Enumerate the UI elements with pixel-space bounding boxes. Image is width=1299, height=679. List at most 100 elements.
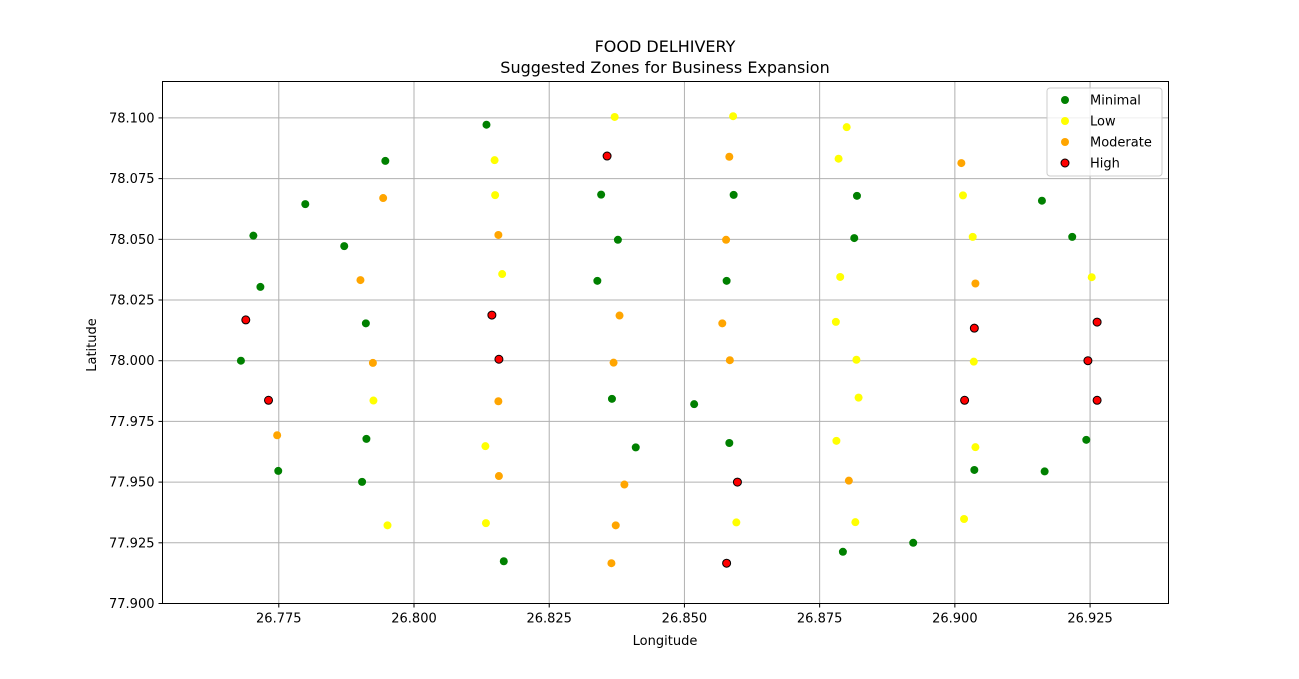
plot-frame bbox=[162, 81, 1169, 604]
point-low bbox=[960, 515, 969, 524]
point-minimal bbox=[970, 465, 979, 474]
point-minimal bbox=[729, 190, 738, 199]
point-minimal bbox=[690, 400, 699, 409]
point-minimal bbox=[249, 231, 258, 240]
point-low bbox=[842, 123, 851, 132]
point-low bbox=[610, 112, 619, 121]
y-axis-label: Latitude bbox=[85, 318, 100, 372]
point-moderate bbox=[607, 559, 616, 568]
point-minimal bbox=[1037, 196, 1046, 205]
point-moderate bbox=[273, 431, 282, 440]
point-moderate bbox=[971, 279, 980, 288]
point-low bbox=[958, 191, 967, 200]
x-tick-label: 26.900 bbox=[932, 612, 978, 627]
point-low bbox=[851, 518, 860, 527]
point-low bbox=[383, 521, 392, 530]
x-tick-label: 26.925 bbox=[1067, 612, 1113, 627]
point-minimal bbox=[909, 538, 918, 547]
point-low bbox=[732, 518, 741, 527]
point-minimal bbox=[301, 200, 310, 209]
point-low bbox=[832, 436, 841, 445]
point-high bbox=[1092, 317, 1102, 327]
point-minimal bbox=[482, 120, 491, 129]
grid-lines bbox=[162, 81, 1169, 604]
point-moderate bbox=[379, 194, 388, 203]
point-moderate bbox=[356, 276, 365, 285]
point-low bbox=[969, 357, 978, 366]
point-minimal bbox=[256, 282, 265, 291]
y-tick-label: 77.925 bbox=[109, 536, 155, 551]
point-minimal bbox=[593, 276, 602, 285]
point-high bbox=[602, 151, 612, 161]
y-tick-label: 78.100 bbox=[109, 111, 155, 126]
point-minimal bbox=[838, 547, 847, 556]
point-high bbox=[969, 323, 979, 333]
y-tick-label: 77.975 bbox=[109, 415, 155, 430]
chart-title: FOOD DELHIVERY bbox=[595, 37, 736, 56]
point-moderate bbox=[725, 356, 734, 365]
y-tick-label: 78.025 bbox=[109, 294, 155, 309]
point-minimal bbox=[361, 319, 370, 328]
legend-marker-minimal bbox=[1061, 96, 1069, 104]
x-tick-label: 26.800 bbox=[391, 612, 437, 627]
x-axis-label: Longitude bbox=[633, 634, 698, 649]
point-low bbox=[729, 112, 738, 121]
point-high bbox=[264, 395, 274, 405]
point-moderate bbox=[718, 319, 727, 328]
point-moderate bbox=[615, 311, 624, 320]
point-minimal bbox=[613, 235, 622, 244]
point-low bbox=[831, 317, 840, 326]
legend-label-high: High bbox=[1090, 157, 1120, 172]
point-minimal bbox=[381, 156, 390, 165]
x-tick-label: 26.825 bbox=[526, 612, 572, 627]
point-low bbox=[834, 154, 843, 163]
legend-label-low: Low bbox=[1090, 115, 1116, 130]
point-moderate bbox=[611, 521, 620, 530]
point-minimal bbox=[722, 276, 731, 285]
legend-marker-moderate bbox=[1061, 138, 1069, 146]
point-minimal bbox=[1040, 467, 1049, 476]
point-minimal bbox=[358, 477, 367, 486]
point-moderate bbox=[494, 397, 503, 406]
point-low bbox=[481, 519, 490, 528]
point-minimal bbox=[631, 443, 640, 452]
point-minimal bbox=[725, 439, 734, 448]
y-tick-label: 77.900 bbox=[109, 597, 155, 612]
legend-marker-low bbox=[1061, 117, 1069, 125]
point-high bbox=[494, 354, 504, 364]
point-moderate bbox=[368, 358, 377, 367]
point-low bbox=[498, 270, 507, 279]
x-tick-label: 26.850 bbox=[662, 612, 708, 627]
point-moderate bbox=[620, 480, 629, 489]
x-tick-label: 26.875 bbox=[797, 612, 843, 627]
point-moderate bbox=[494, 230, 503, 239]
legend-marker-high bbox=[1060, 158, 1070, 168]
point-minimal bbox=[362, 434, 371, 443]
point-low bbox=[491, 191, 500, 200]
point-moderate bbox=[957, 159, 966, 168]
legend-label-minimal: Minimal bbox=[1090, 94, 1141, 109]
point-low bbox=[971, 443, 980, 452]
point-low bbox=[852, 355, 861, 364]
point-high bbox=[487, 310, 497, 320]
point-minimal bbox=[607, 394, 616, 403]
point-low bbox=[968, 232, 977, 241]
legend: Minimal Low Moderate High bbox=[1046, 87, 1163, 177]
y-tick-label: 78.000 bbox=[109, 354, 155, 369]
legend-box bbox=[1046, 87, 1163, 177]
data-points bbox=[236, 112, 1102, 568]
point-moderate bbox=[494, 472, 503, 481]
point-minimal bbox=[850, 234, 859, 243]
legend-label-moderate: Moderate bbox=[1090, 136, 1152, 151]
point-minimal bbox=[1082, 435, 1091, 444]
point-moderate bbox=[725, 152, 734, 161]
point-minimal bbox=[236, 356, 245, 365]
point-minimal bbox=[499, 557, 508, 566]
point-high bbox=[732, 477, 742, 487]
point-high bbox=[1092, 395, 1102, 405]
point-minimal bbox=[340, 242, 349, 251]
axis-ticks: 26.775 26.800 26.825 26.850 26.875 26.900 26.9… bbox=[109, 111, 1113, 626]
point-high bbox=[1083, 356, 1093, 366]
point-minimal bbox=[274, 466, 283, 475]
